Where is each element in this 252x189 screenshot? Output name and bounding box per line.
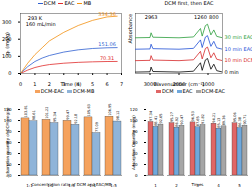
svg-text:90.47: 90.47: [180, 115, 184, 125]
svg-text:0 min: 0 min: [225, 69, 239, 75]
svg-text:99.47: 99.47: [66, 110, 70, 120]
svg-text:120: 120: [130, 107, 138, 112]
svg-text:97.34: 97.34: [149, 110, 153, 121]
svg-text:98.61: 98.61: [32, 110, 36, 120]
svg-text:293 K: 293 K: [27, 15, 43, 22]
svg-text:800: 800: [209, 14, 219, 20]
svg-text:7: 7: [120, 81, 123, 87]
svg-text:91.82: 91.82: [201, 114, 205, 124]
svg-text:Times: Times: [191, 182, 204, 187]
svg-text:0: 0: [8, 70, 11, 76]
svg-text:10 min DCM: 10 min DCM: [225, 57, 252, 63]
svg-text:4: 4: [217, 183, 220, 188]
svg-text:105.63: 105.63: [87, 104, 91, 116]
svg-text:5: 5: [238, 183, 241, 188]
svg-text:Time (h): Time (h): [60, 81, 82, 87]
svg-text:6: 6: [105, 81, 108, 87]
svg-text:98.12: 98.12: [116, 111, 120, 121]
svg-text:86.38: 86.38: [238, 117, 242, 127]
svg-text:95.34: 95.34: [53, 111, 57, 122]
svg-text:85.13: 85.13: [217, 118, 221, 128]
svg-text:3000: 3000: [143, 81, 157, 88]
svg-text:90.71: 90.71: [243, 115, 247, 125]
svg-text:101.22: 101.22: [45, 107, 49, 119]
svg-text:Wavenumber (cm⁻¹): Wavenumber (cm⁻¹): [154, 81, 205, 87]
svg-text:Absorbance: Absorbance: [127, 14, 133, 44]
svg-text:1:1: 1:1: [26, 183, 33, 189]
svg-text:95.27: 95.27: [170, 112, 174, 122]
html-text:MB: MB: [83, 0, 92, 6]
svg-text:0: 0: [19, 81, 22, 87]
svg-text:94.21: 94.21: [212, 113, 216, 123]
html-text:DCM-MB: DCM-MB: [73, 88, 95, 94]
svg-text:2: 2: [175, 183, 178, 188]
html-text:EAC: EAC: [64, 0, 75, 6]
svg-text:1:5: 1:5: [110, 183, 117, 189]
svg-text:95.06: 95.06: [233, 112, 237, 122]
html-text:DCM: DCM: [162, 88, 174, 94]
svg-text:1260: 1260: [194, 14, 207, 20]
svg-text:Adsorption quantity of DCM (mg: Adsorption quantity of DCM (mg/g): [5, 107, 10, 177]
svg-text:87.65: 87.65: [196, 116, 200, 126]
svg-text:160 mL/min: 160 mL/min: [26, 21, 56, 27]
svg-text:0: 0: [135, 173, 138, 178]
svg-text:70.31: 70.31: [100, 55, 114, 61]
svg-text:qₜ (mg/g): qₜ (mg/g): [4, 32, 11, 55]
svg-text:1000: 1000: [201, 81, 215, 88]
svg-text:334.36: 334.36: [98, 11, 116, 17]
svg-text:89.36: 89.36: [222, 115, 226, 125]
svg-text:88.41: 88.41: [154, 116, 158, 126]
svg-text:96.53: 96.53: [191, 111, 195, 121]
html-text:DCM-EAC: DCM-EAC: [40, 88, 65, 94]
svg-text:92.65: 92.65: [159, 114, 163, 124]
svg-text:300: 300: [2, 19, 12, 25]
svg-text:106.95: 106.95: [108, 103, 112, 115]
svg-text:5: 5: [91, 81, 94, 87]
html-text:DCM: DCM: [43, 0, 56, 6]
html-text:EAC: EAC: [182, 88, 193, 94]
svg-text:Adsorption Quantity (mg/g): Adsorption Quantity (mg/g): [131, 115, 136, 170]
svg-text:Concentration ratio of DCM and: Concentration ratio of DCM and EAC/MB: [31, 182, 111, 187]
svg-text:10 min EAC: 10 min EAC: [225, 46, 252, 52]
svg-text:30 min EAC: 30 min EAC: [225, 34, 252, 40]
svg-text:103.81: 103.81: [24, 105, 28, 117]
svg-text:2963: 2963: [145, 14, 158, 20]
svg-text:1: 1: [154, 183, 157, 188]
html-text:DCM-EAC: DCM-EAC: [201, 88, 225, 94]
svg-text:77.09: 77.09: [95, 122, 99, 132]
svg-text:92.18: 92.18: [74, 114, 78, 124]
svg-text:1: 1: [33, 81, 36, 87]
svg-text:151.06: 151.06: [98, 41, 116, 47]
html-text:DCM first, then EAC: DCM first, then EAC: [164, 0, 214, 6]
svg-text:0: 0: [9, 172, 12, 178]
svg-text:86.92: 86.92: [175, 117, 179, 127]
svg-text:2: 2: [48, 81, 51, 87]
